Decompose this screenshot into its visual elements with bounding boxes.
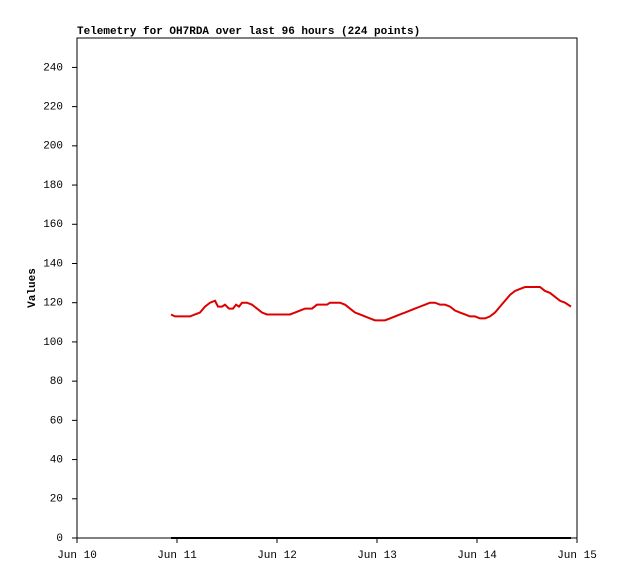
x-tick-label: Jun 11 xyxy=(157,550,197,562)
y-tick-label: 40 xyxy=(50,454,63,466)
y-axis-label: Values xyxy=(27,268,39,308)
x-tick-label: Jun 10 xyxy=(57,550,97,562)
y-tick-label: 160 xyxy=(43,219,63,231)
x-tick-label: Jun 13 xyxy=(357,550,397,562)
chart-title: Telemetry for OH7RDA over last 96 hours … xyxy=(77,26,420,38)
y-tick-label: 200 xyxy=(43,141,63,153)
y-tick-label: 60 xyxy=(50,415,63,427)
y-tick-label: 120 xyxy=(43,298,63,310)
y-tick-label: 0 xyxy=(56,533,63,545)
x-tick-label: Jun 14 xyxy=(457,550,497,562)
series-line xyxy=(170,286,572,322)
y-tick-label: 80 xyxy=(50,376,63,388)
y-tick-label: 100 xyxy=(43,337,63,349)
y-tick-label: 240 xyxy=(43,62,63,74)
x-tick-label: Jun 12 xyxy=(257,550,297,562)
y-tick-label: 20 xyxy=(50,494,63,506)
y-tick-label: 180 xyxy=(43,180,63,192)
x-tick-label: Jun 15 xyxy=(557,550,597,562)
y-tick-label: 140 xyxy=(43,258,63,270)
y-tick-label: 220 xyxy=(43,102,63,114)
